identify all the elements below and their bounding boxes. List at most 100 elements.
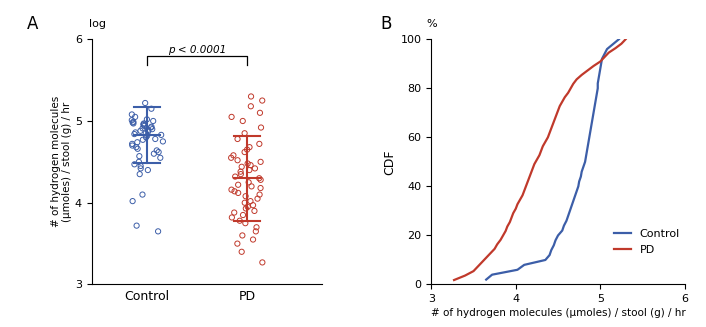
- Point: [236, 249, 247, 254]
- Point: [239, 149, 250, 155]
- PD: [450, 278, 458, 282]
- Control: [482, 278, 491, 282]
- Point: [247, 237, 258, 242]
- Point: [254, 192, 265, 197]
- Control: [513, 268, 522, 272]
- Control: [600, 52, 609, 56]
- Control: [568, 204, 576, 208]
- Point: [249, 166, 261, 171]
- Point: [157, 139, 169, 144]
- Control: [592, 96, 600, 100]
- Control: [597, 62, 605, 66]
- Point: [229, 210, 240, 215]
- Point: [253, 176, 265, 181]
- Point: [140, 100, 151, 106]
- Control: [591, 101, 599, 105]
- Control: [488, 273, 496, 277]
- Control: [590, 111, 598, 115]
- Point: [237, 213, 249, 218]
- Point: [131, 145, 142, 150]
- Point: [244, 145, 255, 150]
- Y-axis label: CDF: CDF: [383, 149, 396, 175]
- Point: [143, 129, 154, 134]
- Point: [245, 163, 256, 168]
- Point: [145, 106, 157, 111]
- Control: [569, 199, 578, 203]
- Point: [253, 141, 265, 146]
- Point: [126, 118, 138, 123]
- Point: [128, 131, 140, 137]
- Point: [130, 130, 141, 135]
- Control: [547, 248, 556, 252]
- Point: [228, 153, 239, 158]
- Point: [126, 143, 138, 148]
- Point: [135, 166, 146, 171]
- Point: [242, 204, 253, 209]
- Point: [134, 172, 145, 177]
- Point: [246, 184, 257, 189]
- Point: [128, 119, 139, 125]
- Point: [128, 121, 139, 126]
- Control: [587, 126, 595, 129]
- Text: log: log: [90, 19, 107, 29]
- Point: [241, 147, 253, 152]
- Control: [609, 42, 617, 46]
- Point: [256, 98, 268, 103]
- Point: [137, 192, 148, 197]
- Control: [566, 209, 574, 213]
- Control: [594, 77, 603, 80]
- Point: [232, 241, 243, 246]
- Control: [594, 81, 602, 85]
- Point: [155, 132, 167, 137]
- Text: p < 0.0001: p < 0.0001: [168, 45, 226, 55]
- Point: [152, 229, 164, 234]
- Control: [615, 37, 623, 41]
- Control: [558, 229, 566, 232]
- Control: [585, 135, 594, 139]
- Point: [226, 215, 237, 220]
- Point: [240, 206, 251, 211]
- Point: [250, 229, 261, 234]
- Point: [239, 200, 251, 205]
- Control: [595, 72, 604, 76]
- Control: [554, 233, 562, 237]
- Point: [147, 127, 158, 132]
- Point: [247, 202, 258, 208]
- Point: [236, 164, 247, 169]
- Point: [155, 155, 166, 161]
- Control: [562, 219, 570, 223]
- Point: [142, 133, 153, 138]
- Point: [132, 146, 143, 151]
- Control: [564, 214, 573, 218]
- Control: [549, 243, 558, 247]
- Point: [128, 162, 140, 167]
- Control: [570, 194, 579, 198]
- Control: [551, 238, 560, 242]
- Control: [575, 180, 583, 183]
- Text: B: B: [381, 15, 392, 33]
- Point: [131, 140, 143, 145]
- Point: [256, 125, 267, 130]
- Line: PD: PD: [454, 39, 626, 280]
- Point: [138, 123, 150, 129]
- Point: [129, 114, 140, 120]
- Point: [254, 110, 265, 115]
- Point: [137, 137, 148, 143]
- Control: [579, 165, 587, 169]
- Point: [242, 161, 253, 166]
- Point: [225, 155, 237, 161]
- Point: [240, 194, 251, 199]
- Point: [255, 159, 266, 164]
- Point: [226, 114, 237, 120]
- Point: [141, 117, 152, 122]
- PD: [590, 64, 598, 68]
- Point: [251, 225, 262, 230]
- Point: [235, 169, 246, 174]
- Point: [232, 158, 243, 163]
- Point: [249, 208, 260, 214]
- Control: [596, 67, 604, 71]
- Point: [131, 223, 142, 228]
- Y-axis label: # of hydrogen molecules
(μmoles) / stool (g) / hr: # of hydrogen molecules (μmoles) / stool…: [51, 96, 72, 228]
- Point: [237, 118, 249, 124]
- Control: [574, 184, 582, 188]
